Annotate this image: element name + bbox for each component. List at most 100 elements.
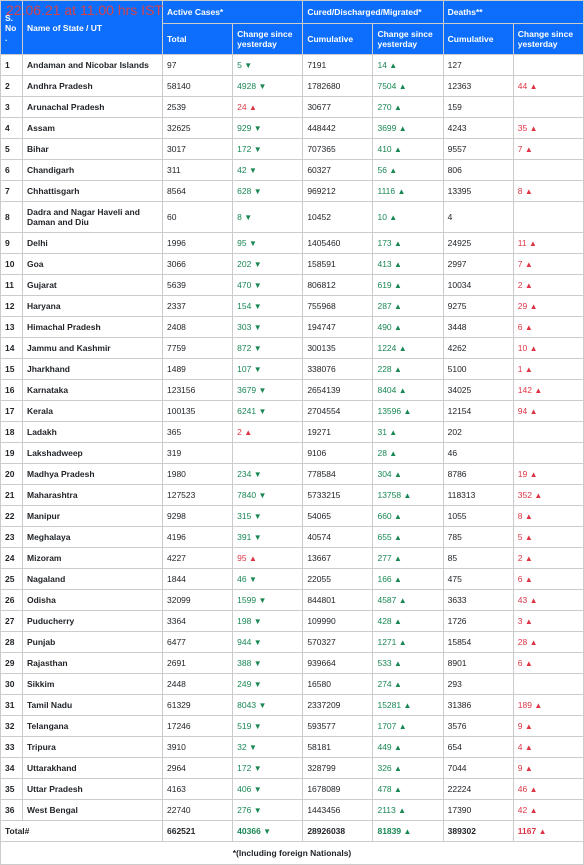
table-row: 18Ladakh3652 ▲1927131 ▲202: [1, 422, 584, 443]
cell-cured-change: 410 ▲: [373, 139, 443, 160]
cell-state: Meghalaya: [23, 527, 163, 548]
footer-row: *(Including foreign Nationals): [1, 842, 584, 865]
cell-total-death: 389302: [443, 821, 513, 842]
cell-cured-change: 228 ▲: [373, 359, 443, 380]
total-row: Total#66252140366 ▼2892603881839 ▲389302…: [1, 821, 584, 842]
cell-cured-cum: 40574: [303, 527, 373, 548]
timestamp-overlay: 22.06.21 at 11.00 hrs IST: [6, 2, 163, 18]
cell-cured-cum: 778584: [303, 464, 373, 485]
cell-active-change: 519 ▼: [233, 716, 303, 737]
cell-death-change: 10 ▲: [513, 338, 583, 359]
cell-active-change: 6241 ▼: [233, 401, 303, 422]
cell-sno: 19: [1, 443, 23, 464]
cell-cured-change: 655 ▲: [373, 527, 443, 548]
cell-cured-cum: 1443456: [303, 800, 373, 821]
header-cured-change: Change since yesterday: [373, 24, 443, 55]
cell-cured-change: 173 ▲: [373, 233, 443, 254]
cell-total-label: Total#: [1, 821, 163, 842]
cell-death-change: 8 ▲: [513, 181, 583, 202]
cell-state: Karnataka: [23, 380, 163, 401]
cell-death-cum: 34025: [443, 380, 513, 401]
cell-active-total: 9298: [163, 506, 233, 527]
cell-cured-change: 274 ▲: [373, 674, 443, 695]
cell-active-total: 3066: [163, 254, 233, 275]
cell-death-change: 42 ▲: [513, 800, 583, 821]
table-row: 7Chhattisgarh8564628 ▼9692121116 ▲133958…: [1, 181, 584, 202]
header-cured: Cured/Discharged/Migrated*: [303, 1, 443, 24]
cell-cured-cum: 806812: [303, 275, 373, 296]
table-row: 36West Bengal22740276 ▼14434562113 ▲1739…: [1, 800, 584, 821]
cell-active-total: 1996: [163, 233, 233, 254]
cell-active-change: [233, 443, 303, 464]
cell-sno: 2: [1, 76, 23, 97]
cell-death-change: 2 ▲: [513, 548, 583, 569]
cell-sno: 33: [1, 737, 23, 758]
cell-active-total: 2448: [163, 674, 233, 695]
covid-data-table: S. No. Name of State / UT Active Cases* …: [0, 0, 584, 865]
cell-cured-change: 533 ▲: [373, 653, 443, 674]
cell-active-change: 929 ▼: [233, 118, 303, 139]
cell-active-total: 22740: [163, 800, 233, 821]
cell-death-change: 28 ▲: [513, 632, 583, 653]
cell-cured-change: 304 ▲: [373, 464, 443, 485]
cell-death-change: 4 ▲: [513, 737, 583, 758]
cell-state: Odisha: [23, 590, 163, 611]
cell-death-change: [513, 160, 583, 181]
cell-state: Uttar Pradesh: [23, 779, 163, 800]
cell-active-change: 944 ▼: [233, 632, 303, 653]
cell-cured-change: 428 ▲: [373, 611, 443, 632]
cell-death-change: 46 ▲: [513, 779, 583, 800]
cell-active-change: 202 ▼: [233, 254, 303, 275]
cell-death-cum: 12363: [443, 76, 513, 97]
cell-active-change: 95 ▼: [233, 233, 303, 254]
cell-death-cum: 3576: [443, 716, 513, 737]
cell-death-cum: 46: [443, 443, 513, 464]
cell-death-cum: 4243: [443, 118, 513, 139]
cell-cured-cum: 570327: [303, 632, 373, 653]
cell-active-total: 100135: [163, 401, 233, 422]
cell-cured-change: 2113 ▲: [373, 800, 443, 821]
table-row: 25Nagaland184446 ▼22055166 ▲4756 ▲: [1, 569, 584, 590]
cell-death-cum: 10034: [443, 275, 513, 296]
table-row: 10Goa3066202 ▼158591413 ▲29977 ▲: [1, 254, 584, 275]
cell-cured-change: 166 ▲: [373, 569, 443, 590]
cell-active-change: 3679 ▼: [233, 380, 303, 401]
cell-cured-cum: 844801: [303, 590, 373, 611]
table-row: 12Haryana2337154 ▼755968287 ▲927529 ▲: [1, 296, 584, 317]
cell-cured-cum: 969212: [303, 181, 373, 202]
cell-cured-cum: 22055: [303, 569, 373, 590]
cell-total-active-change: 40366 ▼: [233, 821, 303, 842]
cell-death-cum: 785: [443, 527, 513, 548]
cell-active-change: 32 ▼: [233, 737, 303, 758]
header-death-cum: Cumulative: [443, 24, 513, 55]
cell-state: Punjab: [23, 632, 163, 653]
cell-state: Chandigarh: [23, 160, 163, 181]
cell-sno: 26: [1, 590, 23, 611]
cell-death-change: 29 ▲: [513, 296, 583, 317]
cell-cured-cum: 7191: [303, 55, 373, 76]
cell-cured-cum: 109990: [303, 611, 373, 632]
cell-death-change: [513, 202, 583, 233]
cell-active-change: 276 ▼: [233, 800, 303, 821]
table-row: 14Jammu and Kashmir7759872 ▼3001351224 ▲…: [1, 338, 584, 359]
cell-active-change: 4928 ▼: [233, 76, 303, 97]
table-row: 24Mizoram422795 ▲13667277 ▲852 ▲: [1, 548, 584, 569]
cell-state: Madhya Pradesh: [23, 464, 163, 485]
header-active: Active Cases*: [163, 1, 303, 24]
cell-active-total: 4196: [163, 527, 233, 548]
cell-sno: 4: [1, 118, 23, 139]
cell-state: Bihar: [23, 139, 163, 160]
cell-state: Sikkim: [23, 674, 163, 695]
cell-cured-change: 1271 ▲: [373, 632, 443, 653]
table-row: 31Tamil Nadu613298043 ▼233720915281 ▲313…: [1, 695, 584, 716]
cell-cured-cum: 1782680: [303, 76, 373, 97]
table-row: 6Chandigarh31142 ▼6032756 ▲806: [1, 160, 584, 181]
cell-cured-cum: 58181: [303, 737, 373, 758]
cell-death-change: 11 ▲: [513, 233, 583, 254]
cell-death-cum: 293: [443, 674, 513, 695]
cell-sno: 20: [1, 464, 23, 485]
cell-death-cum: 5100: [443, 359, 513, 380]
cell-active-change: 172 ▼: [233, 758, 303, 779]
cell-state: West Bengal: [23, 800, 163, 821]
cell-active-total: 3017: [163, 139, 233, 160]
